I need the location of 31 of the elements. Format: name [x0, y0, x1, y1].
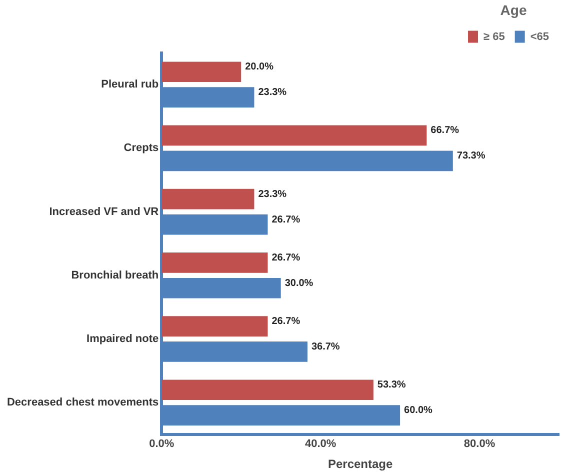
y-tick-label: Pleural rub: [101, 78, 159, 91]
y-tick-label: Decreased chest movements: [6, 396, 159, 409]
data-label: 30.0%: [284, 278, 314, 289]
x-tick-label: 0.0%: [149, 438, 174, 450]
legend-title: Age: [500, 2, 527, 18]
data-label: 26.7%: [272, 316, 300, 328]
data-label: 66.7%: [430, 125, 460, 136]
legend-label: <65: [530, 30, 550, 43]
data-label: 23.3%: [258, 188, 287, 200]
data-label: 60.0%: [404, 405, 433, 416]
y-tick-label: Increased VF and VR: [49, 206, 159, 218]
bar: [162, 188, 254, 210]
data-label: 53.3%: [377, 380, 406, 391]
bar: [162, 62, 242, 82]
data-label: 26.7%: [272, 252, 300, 264]
x-tick-label: 40.0%: [304, 438, 336, 450]
y-tick-label: Impaired note: [86, 333, 159, 346]
legend-label: ≥ 65: [484, 30, 505, 43]
y-tick-label: Crepts: [124, 142, 159, 154]
bar: [162, 252, 268, 273]
x-tick-label: 80.0%: [464, 438, 496, 450]
data-label: 26.7%: [272, 214, 300, 226]
bar: [162, 380, 374, 400]
data-label: 23.3%: [258, 87, 287, 98]
x-axis-title: Percentage: [328, 457, 393, 472]
bar: [162, 125, 427, 146]
bar: [162, 316, 268, 336]
data-label: 20.0%: [245, 62, 274, 73]
data-label: 36.7%: [311, 341, 340, 352]
data-label: 73.3%: [456, 150, 486, 162]
y-tick-label: Bronchial breath: [71, 269, 159, 282]
